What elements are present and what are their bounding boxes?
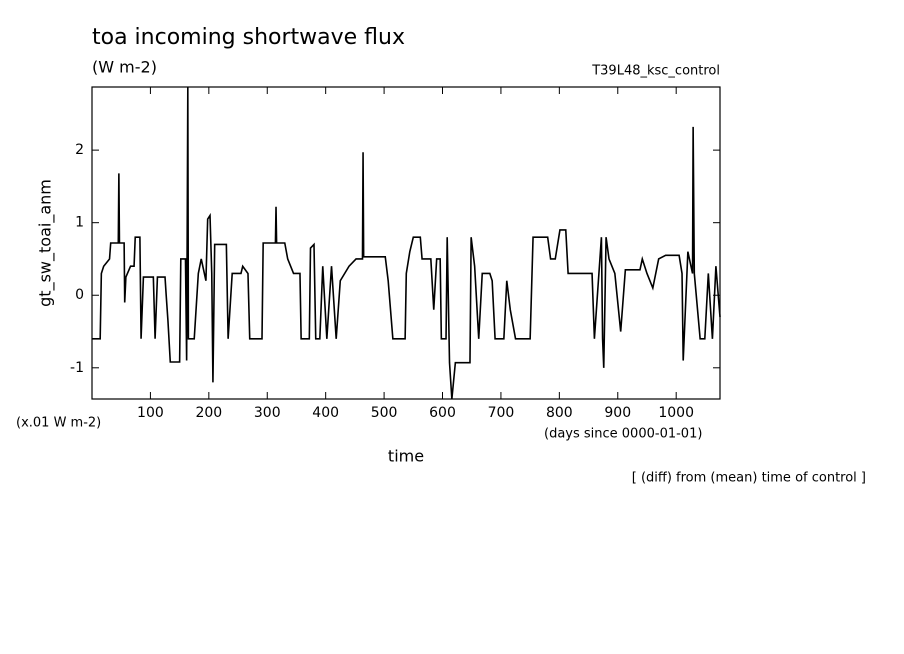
x-tick-label: 800	[546, 405, 573, 421]
x-tick-label: 900	[604, 405, 631, 421]
y-tick-label: 0	[75, 287, 84, 303]
x-units: (days since 0000-01-01)	[544, 427, 702, 442]
y-units: (x.01 W m-2)	[16, 416, 101, 431]
chart-title: toa incoming shortwave flux	[92, 25, 405, 50]
x-tick-label: 500	[371, 405, 398, 421]
y-tick-label: 2	[75, 142, 84, 158]
y-tick-label: -1	[70, 360, 84, 376]
x-tick-label: 600	[429, 405, 456, 421]
chart-subtitle: (W m-2)	[92, 58, 157, 77]
run-name: T39L48_ksc_control	[591, 64, 720, 79]
data-line	[92, 86, 721, 400]
x-tick-label: 300	[254, 405, 281, 421]
x-tick-label: 1000	[658, 405, 694, 421]
x-tick-label: 400	[312, 405, 339, 421]
y-axis-label: gt_sw_toai_anm	[36, 179, 56, 307]
x-tick-label: 200	[195, 405, 222, 421]
x-tick-label: 700	[488, 405, 515, 421]
y-tick-label: 1	[75, 215, 84, 231]
plot-frame	[91, 86, 721, 400]
x-tick-label: 100	[137, 405, 164, 421]
footnote: [ (diff) from (mean) time of control ]	[632, 471, 866, 486]
x-axis-label: time	[388, 447, 424, 466]
